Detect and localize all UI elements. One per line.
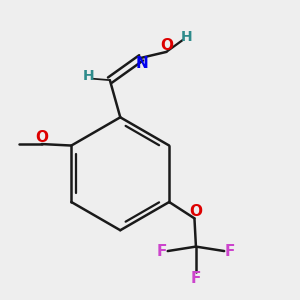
Text: O: O: [35, 130, 48, 145]
Text: O: O: [190, 204, 203, 219]
Text: H: H: [83, 69, 94, 83]
Text: N: N: [135, 56, 148, 71]
Text: O: O: [160, 38, 173, 53]
Text: H: H: [180, 30, 192, 44]
Text: F: F: [191, 271, 201, 286]
Text: F: F: [157, 244, 167, 259]
Text: F: F: [225, 244, 235, 259]
